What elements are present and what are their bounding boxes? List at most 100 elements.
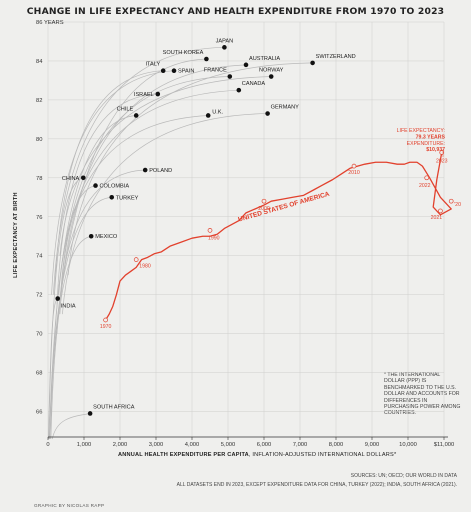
- country-trajectory: [53, 46, 225, 295]
- country-point: [88, 233, 94, 239]
- us-callout-text: LIFE EXPECTANCY:: [397, 128, 445, 134]
- y-tick-label: 78: [36, 176, 42, 182]
- graphic-credit: GRAPHIC BY NICOLAS RAPP: [34, 503, 105, 508]
- y-tick-label: 76: [36, 215, 42, 221]
- y-tick-label: 74: [36, 254, 43, 260]
- sources-line-2: ALL DATASETS END IN 2023, EXCEPT EXPENDI…: [176, 481, 457, 488]
- x-axis-label: ANNUAL HEALTH EXPENDITURE PER CAPITA, IN…: [118, 452, 396, 458]
- country-point: [109, 194, 115, 200]
- country-trajectory: [51, 413, 91, 440]
- y-tick-label: 66: [36, 410, 42, 416]
- grid-layer: [47, 21, 445, 437]
- country-label: NORWAY: [259, 68, 284, 74]
- country-trajectory: [59, 64, 247, 315]
- x-tick-label: $11,000: [434, 442, 455, 448]
- country-trajectory: [56, 93, 158, 305]
- country-point: [243, 62, 249, 68]
- country-trajectory: [62, 113, 268, 315]
- x-tick-label: 1,000: [77, 442, 92, 448]
- y-tick-label: 68: [36, 371, 42, 377]
- country-label: U.K.: [212, 109, 223, 115]
- us-year-marker: [261, 198, 267, 204]
- y-tick-label: 72: [36, 293, 42, 299]
- x-tick-label: 7,000: [293, 442, 308, 448]
- country-points: JAPAN SOUTH KOREA AUSTRALIA SWITZERLAND ITAL…: [55, 38, 356, 416]
- us-year-label: 1980: [139, 264, 151, 270]
- us-year-marker: [351, 163, 357, 169]
- country-point: [310, 60, 315, 66]
- country-trajectory: [51, 70, 175, 295]
- us-callout-text: EXPENDITURE:: [407, 141, 445, 147]
- us-line: [105, 152, 452, 321]
- us-year-marker: [448, 198, 454, 204]
- us-year-marker: [424, 175, 430, 181]
- country-point: [55, 296, 61, 301]
- us-year-marker: [103, 317, 108, 323]
- country-point: [204, 56, 209, 62]
- y-tick-label: 80: [36, 137, 42, 143]
- x-tick-label: 5,000: [221, 442, 236, 448]
- country-label: AUSTRALIA: [249, 56, 280, 62]
- us-series: 1970 1980 1990 2000 2010 2022 2021 '20 2023 UNITE…: [100, 128, 461, 330]
- us-year-marker: [133, 257, 139, 262]
- country-label: FRANCE: [204, 68, 227, 74]
- country-point: [205, 113, 211, 118]
- x-tick-label: 3,000: [149, 442, 164, 448]
- country-point: [265, 111, 270, 116]
- country-point: [142, 167, 148, 173]
- country-label: TURKEY: [116, 195, 139, 201]
- country-label: ITALY: [145, 62, 160, 68]
- country-label: POLAND: [149, 168, 172, 174]
- country-trajectory: [61, 89, 239, 285]
- country-point: [160, 68, 166, 73]
- y-tick-label: 86 YEARS: [36, 20, 64, 26]
- us-callout-text: $10,937: [426, 147, 445, 153]
- country-trajectory: [54, 70, 164, 295]
- country-point: [87, 411, 93, 416]
- us-year-label: 2021: [431, 215, 443, 221]
- country-trajectory: [59, 76, 272, 256]
- country-label: INDIA: [61, 304, 76, 310]
- us-year-label: 1990: [208, 235, 220, 241]
- x-axis-label-rest: , INFLATION-ADJUSTED INTERNATIONAL DOLLA…: [248, 452, 397, 458]
- country-trajectory: [67, 62, 313, 276]
- country-point: [80, 175, 86, 181]
- us-year-label: 2000: [258, 206, 270, 212]
- us-year-label: 2023: [436, 158, 448, 164]
- us-year-label: 1970: [100, 324, 112, 330]
- country-trajectory: [48, 298, 58, 440]
- y-tick-label: 84: [36, 59, 43, 65]
- us-series-label: UNITED STATES OF AMERICA: [237, 191, 330, 224]
- x-tick-label: 4,000: [185, 442, 200, 448]
- x-tick-label: 8,000: [329, 442, 344, 448]
- country-label: CHILE: [117, 106, 134, 112]
- country-point: [222, 45, 227, 50]
- us-callout-text: 79.3 YEARS: [416, 134, 446, 140]
- us-year-label: 2010: [348, 170, 360, 176]
- sources: SOURCES: UN; OECD; OUR WORLD IN DATA ALL…: [177, 472, 457, 489]
- us-year-marker: [207, 228, 213, 233]
- country-label: GERMANY: [271, 105, 300, 111]
- country-label: CANADA: [242, 81, 266, 87]
- country-trajectory: [49, 196, 112, 440]
- country-label: ISRAEL: [134, 92, 154, 98]
- x-tick-label: 2,000: [113, 442, 128, 448]
- country-trajectory: [50, 235, 92, 440]
- country-trajectories: [48, 46, 313, 440]
- country-label: MEXICO: [95, 234, 118, 240]
- us-year-label: '20: [454, 202, 461, 208]
- y-tick-label: 82: [36, 98, 42, 104]
- x-tick-label: 10,000: [399, 442, 417, 448]
- country-label: SOUTH AFRICA: [93, 404, 135, 410]
- x-tick-label: 6,000: [257, 442, 272, 448]
- x-tick-label: 0: [46, 442, 49, 448]
- us-year-label: 2022: [419, 183, 431, 189]
- country-point: [133, 113, 139, 118]
- country-trajectory: [58, 115, 209, 295]
- country-point: [236, 87, 242, 93]
- country-point: [171, 68, 177, 73]
- country-point: [268, 74, 274, 79]
- chart-title: CHANGE IN LIFE EXPECTANCY AND HEALTH EXP…: [26, 6, 445, 17]
- x-tick-label: 9,000: [365, 442, 380, 448]
